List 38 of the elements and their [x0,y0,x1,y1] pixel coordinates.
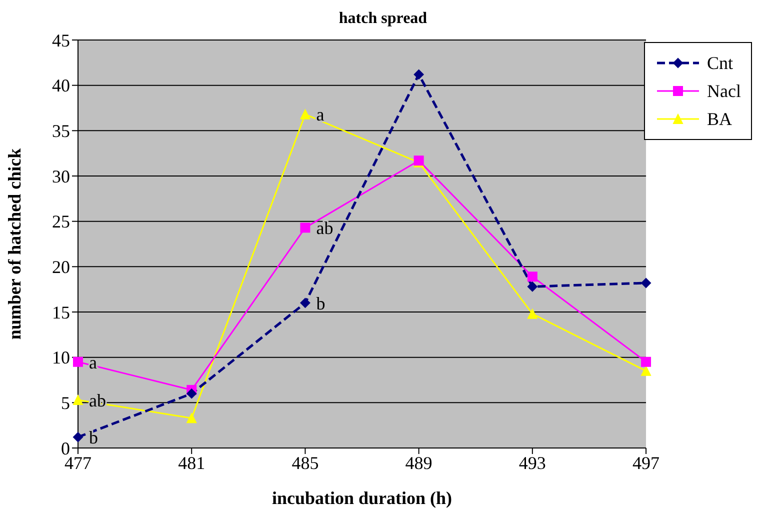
legend-label: BA [707,108,732,130]
y-tick-label: 15 [52,302,70,322]
point [527,272,538,282]
y-tick-label: 0 [61,438,70,458]
x-tick-label: 493 [518,452,546,473]
point [186,413,197,424]
legend-label: Nacl [707,80,741,102]
y-axis-title: number of hatched chick [4,148,24,340]
point [73,432,83,442]
x-tick-label: 497 [632,452,660,473]
y-tick-label: 20 [52,257,70,278]
chart-title: hatch spread [338,9,428,29]
legend-label: Cnt [707,52,734,74]
x-axis-title: incubation duration (h) [272,488,452,508]
point [641,278,652,288]
annotation: a [316,104,324,125]
point [300,222,310,233]
y-tick-label: 30 [52,166,70,186]
point [300,298,310,308]
point [641,356,652,367]
y-tick-label: 40 [52,76,70,96]
y-tick-label: 25 [52,212,70,232]
x-tick-label: 481 [178,452,206,473]
point [186,388,197,399]
point [300,109,310,120]
point [527,308,538,319]
y-tick-label: 10 [52,348,70,368]
y-tick-label: 5 [61,393,70,414]
point [414,69,424,80]
annotation: ab [316,218,334,238]
x-tick-label: 485 [292,452,319,473]
point [527,282,538,292]
point [641,366,652,376]
annotation: b [89,428,98,448]
y-tick-label: 45 [52,30,70,50]
annotation: b [316,293,326,314]
x-tick-label: 489 [405,452,432,473]
y-tick-label: 35 [52,121,70,142]
